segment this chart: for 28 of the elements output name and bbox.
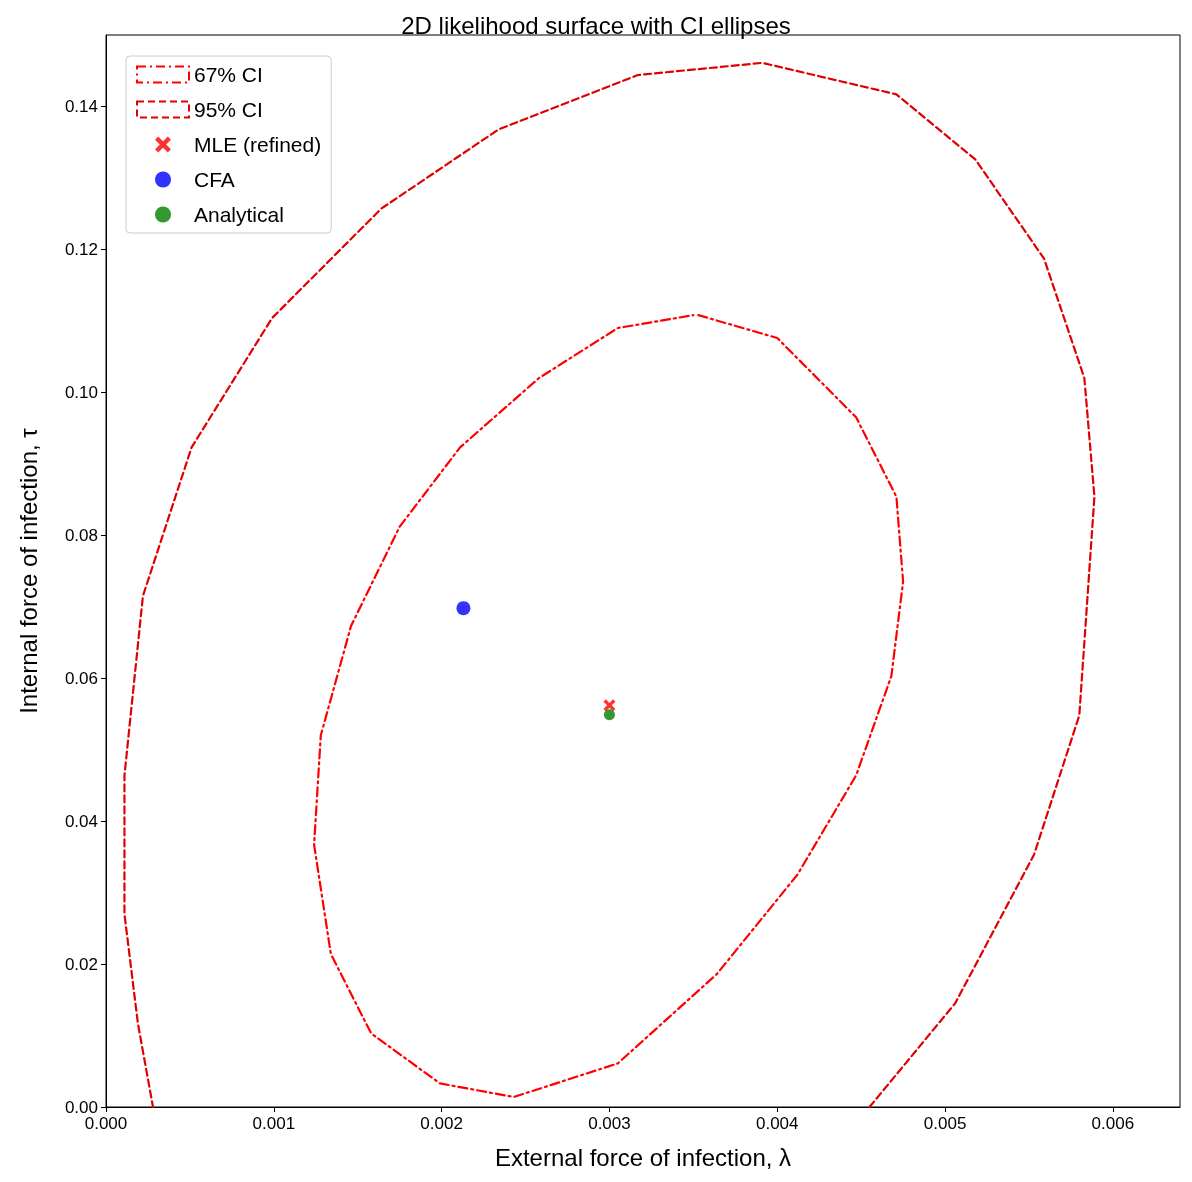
x-tick-label: 0.000 — [84, 1114, 128, 1133]
x-tick-label: 0.002 — [420, 1114, 463, 1133]
y-tick-label: 0.08 — [64, 525, 98, 545]
legend-label: 67% CI — [194, 63, 263, 86]
point — [456, 601, 471, 616]
y-tick-label: 0.00 — [64, 1097, 98, 1117]
x-tick-label: 0.003 — [588, 1114, 631, 1133]
x-tick-label: 0.004 — [755, 1114, 799, 1133]
y-tick-label: 0.10 — [64, 382, 98, 402]
y-tick-label: 0.06 — [64, 668, 98, 688]
y-axis-title: Internal force of infection, τ — [14, 427, 42, 714]
legend-label: 95% CI — [194, 98, 263, 121]
legend-label: Analytical — [194, 203, 284, 226]
x-tick-label: 0.001 — [252, 1114, 296, 1133]
legend-label: CFA — [194, 168, 235, 191]
x-tick-label: 0.005 — [923, 1114, 967, 1133]
point — [603, 699, 616, 712]
line-series — [312, 314, 905, 1099]
y-tick-label: 0.14 — [64, 96, 98, 116]
y-tick-label: 0.02 — [64, 954, 98, 974]
y-tick-label: 0.12 — [64, 239, 98, 259]
x-axis-title: External force of infection, λ — [494, 1143, 792, 1171]
point — [603, 709, 615, 721]
legend-label: MLE (refined) — [194, 133, 322, 156]
y-tick-label: 0.04 — [64, 811, 98, 831]
line-series — [123, 61, 1096, 1109]
chart-title: 2D likelihood surface with CI ellipses — [401, 11, 791, 39]
x-tick-label: 0.006 — [1091, 1114, 1135, 1133]
